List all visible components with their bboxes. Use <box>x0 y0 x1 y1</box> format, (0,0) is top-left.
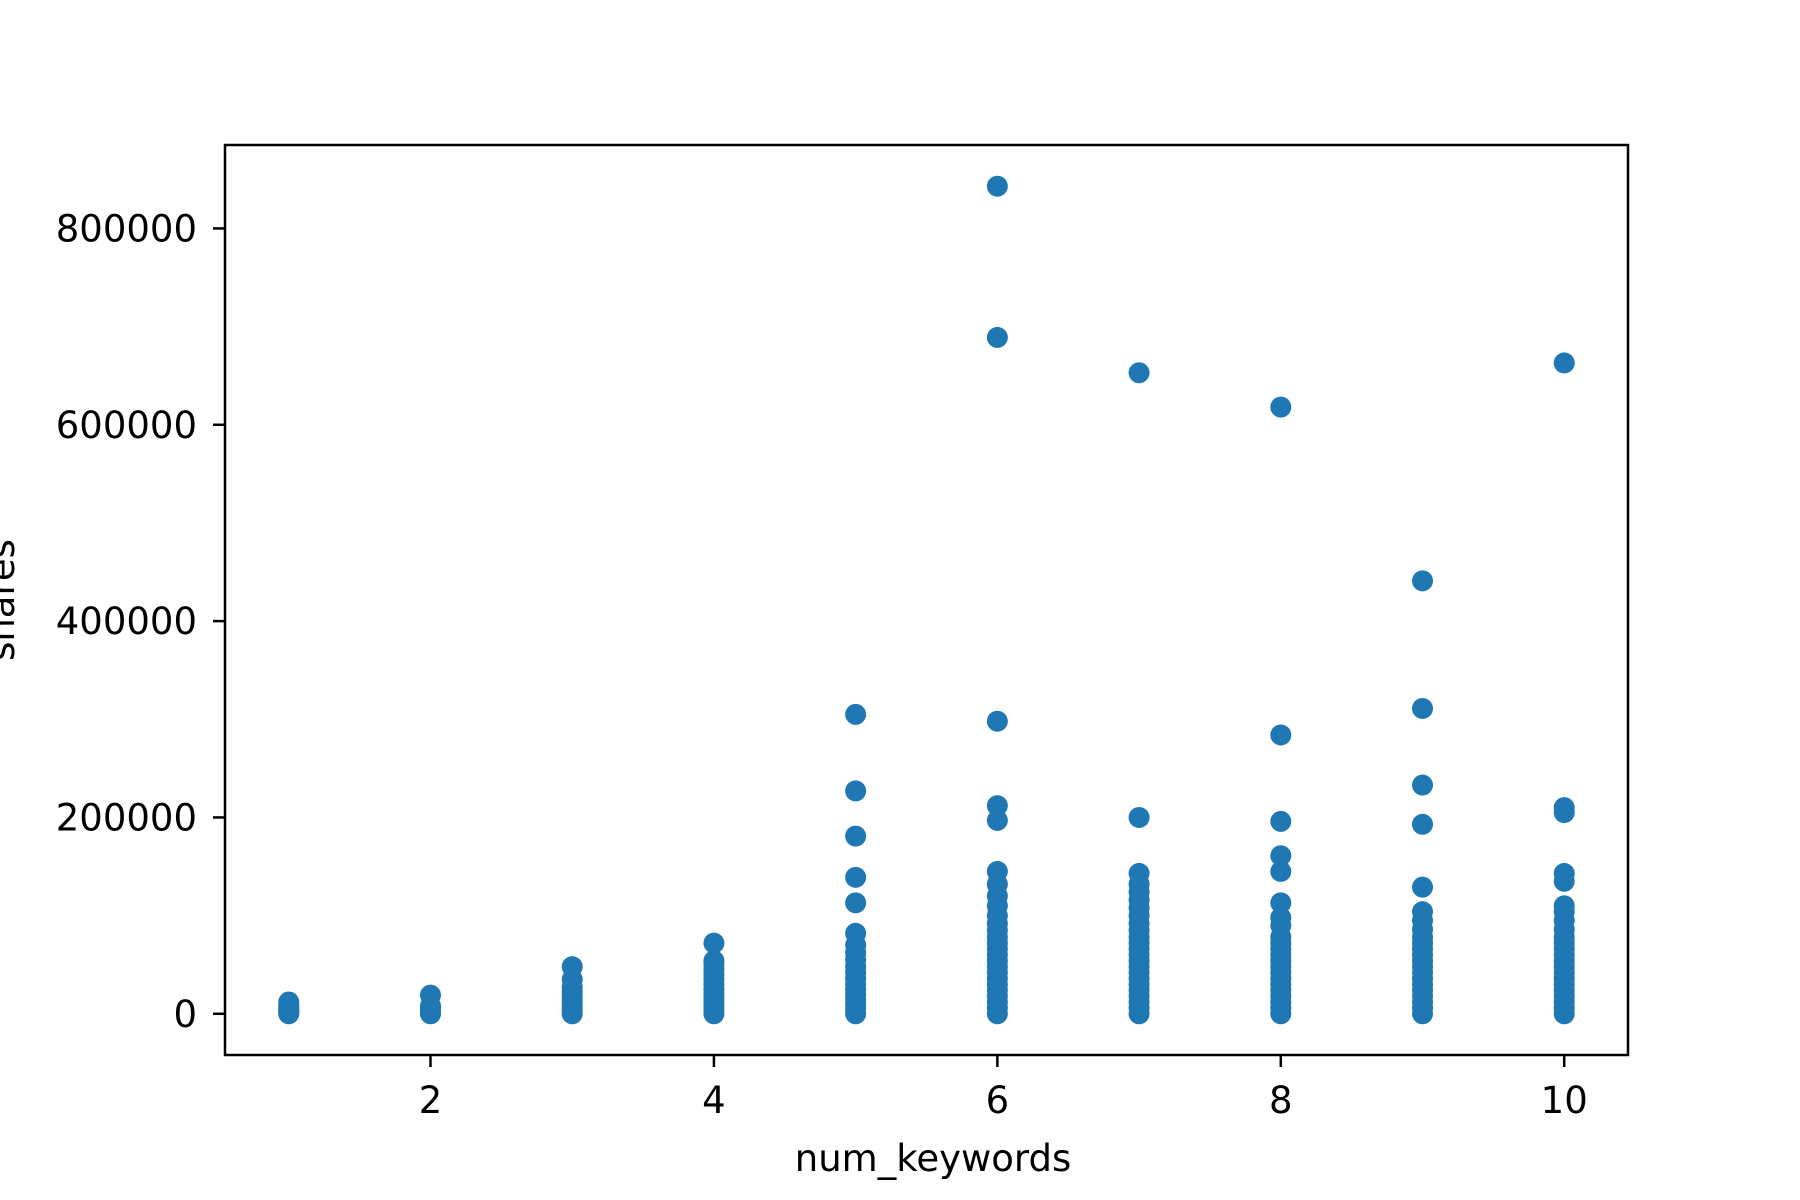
scatter-point <box>1270 810 1292 832</box>
scatter-point <box>845 825 867 847</box>
scatter-point <box>561 956 583 978</box>
y-axis-label: shares <box>0 539 23 661</box>
scatter-point <box>1412 774 1434 796</box>
x-tick-label: 6 <box>986 1079 1010 1122</box>
scatter-point <box>986 175 1008 197</box>
scatter-point <box>1412 901 1434 923</box>
scatter-point <box>986 710 1008 732</box>
scatter-point <box>419 984 441 1006</box>
y-tick-label: 600000 <box>56 404 197 447</box>
x-tick-label: 4 <box>702 1079 726 1122</box>
scatter-point <box>845 922 867 944</box>
scatter-point <box>1270 860 1292 882</box>
scatter-point <box>845 703 867 725</box>
scatter-point <box>845 866 867 888</box>
scatter-point <box>1128 362 1150 384</box>
scatter-point <box>1412 570 1434 592</box>
scatter-point <box>1270 845 1292 867</box>
x-tick-label: 10 <box>1541 1079 1588 1122</box>
points-layer <box>278 175 1575 1025</box>
y-tick-label: 0 <box>173 993 197 1036</box>
plot-frame <box>223 143 1630 1057</box>
x-axis: 2 4 6 8 10 <box>419 1055 1588 1122</box>
scatter-point <box>1553 895 1575 917</box>
scatter-point <box>1270 907 1292 929</box>
scatter-point <box>1412 876 1434 898</box>
scatter-point <box>1412 697 1434 719</box>
y-axis: 0 200000 400000 600000 800000 <box>56 207 225 1036</box>
scatter-point <box>845 780 867 802</box>
scatter-point <box>703 932 725 954</box>
scatter-point <box>1128 862 1150 884</box>
x-tick-label: 2 <box>419 1079 443 1122</box>
scatter-point <box>986 860 1008 882</box>
scatter-point <box>845 892 867 914</box>
y-tick-label: 200000 <box>56 796 197 839</box>
scatter-point <box>1553 797 1575 819</box>
scatter-point <box>1128 806 1150 828</box>
x-tick-label: 8 <box>1269 1079 1293 1122</box>
x-axis-label: num_keywords <box>795 1137 1071 1180</box>
scatter-point <box>1270 396 1292 418</box>
scatter-point <box>703 950 725 972</box>
y-tick-label: 800000 <box>56 207 197 250</box>
scatter-point <box>1412 813 1434 835</box>
scatter-point <box>1553 352 1575 374</box>
scatter-point <box>986 795 1008 817</box>
scatter-point <box>278 991 300 1013</box>
scatter-point <box>1270 892 1292 914</box>
scatter-point <box>1270 724 1292 746</box>
y-tick-label: 400000 <box>56 600 197 643</box>
scatter-point <box>986 326 1008 348</box>
scatter-point <box>986 809 1008 831</box>
scatter-point <box>1553 862 1575 884</box>
